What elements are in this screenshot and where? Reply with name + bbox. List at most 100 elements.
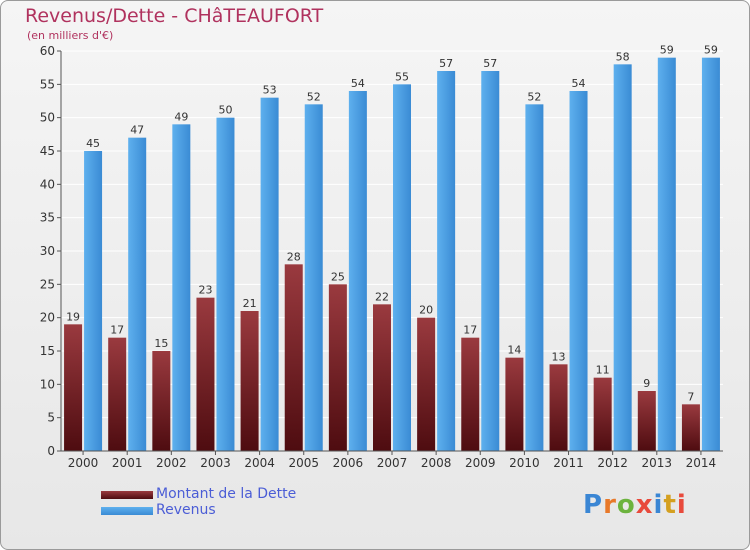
bar-revenue: [84, 151, 103, 451]
x-tick-label: 2009: [465, 456, 496, 470]
bar-debt: [196, 297, 215, 451]
y-tick-label: 20: [40, 311, 55, 325]
bar-debt: [681, 404, 700, 451]
y-tick-label: 55: [40, 77, 55, 91]
x-tick-label: 2008: [421, 456, 452, 470]
x-tick-label: 2001: [112, 456, 143, 470]
bar-debt: [284, 264, 303, 451]
bar-revenue: [393, 84, 411, 451]
bar-debt: [64, 324, 83, 451]
data-label-revenue: 52: [307, 90, 321, 103]
x-tick-label: 2010: [509, 456, 540, 470]
y-tick-label: 15: [40, 344, 55, 358]
bar-revenue: [216, 117, 235, 452]
bar-debt: [240, 311, 259, 451]
data-label-revenue: 59: [704, 44, 718, 57]
data-label-revenue: 54: [572, 77, 586, 90]
x-tick-label: 2007: [377, 456, 408, 470]
bar-revenue: [260, 97, 279, 452]
bar-revenue: [657, 57, 676, 452]
x-tick-label: 2004: [244, 456, 275, 470]
data-label-revenue: 49: [174, 110, 188, 123]
bar-revenue: [304, 104, 323, 451]
data-label-debt: 28: [287, 250, 301, 263]
y-tick-label: 50: [40, 111, 55, 125]
bar-revenue: [128, 137, 147, 451]
bar-revenue: [172, 124, 191, 451]
data-label-debt: 13: [552, 350, 566, 363]
data-label-debt: 22: [375, 290, 389, 303]
logo-letter: P: [583, 490, 604, 520]
x-tick-label: 2012: [597, 456, 628, 470]
bar-revenue: [348, 91, 367, 451]
data-label-revenue: 59: [660, 44, 674, 57]
data-label-debt: 21: [243, 297, 257, 310]
x-tick-label: 2000: [68, 456, 99, 470]
data-label-revenue: 54: [351, 77, 365, 90]
bar-debt: [549, 364, 568, 451]
data-label-revenue: 57: [483, 57, 497, 70]
data-label-debt: 25: [331, 270, 345, 283]
data-label-revenue: 55: [395, 70, 409, 83]
x-tick-label: 2014: [686, 456, 717, 470]
logo-letter: r: [603, 490, 617, 520]
chart-title: Revenus/Dette - CHâTEAUFORT: [25, 5, 324, 27]
y-tick-label: 25: [40, 277, 55, 291]
y-tick-label: 10: [40, 377, 55, 391]
data-label-debt: 14: [507, 344, 521, 357]
data-label-debt: 17: [463, 324, 477, 337]
data-label-revenue: 52: [527, 90, 541, 103]
y-tick-label: 40: [40, 177, 55, 191]
bar-revenue: [613, 64, 632, 452]
data-label-revenue: 58: [616, 50, 630, 63]
x-tick-label: 2002: [156, 456, 187, 470]
data-label-revenue: 53: [263, 84, 277, 97]
data-label-debt: 9: [643, 377, 650, 390]
logo-letter: o: [616, 490, 636, 520]
x-tick-label: 2006: [333, 456, 364, 470]
bar-debt: [328, 284, 347, 451]
bar-revenue: [701, 57, 720, 452]
proxiti-logo: Proxiti: [583, 490, 687, 520]
data-label-revenue: 47: [130, 124, 144, 137]
legend-label-debt: Montant de la Dette: [156, 486, 297, 502]
y-tick-label: 60: [40, 44, 55, 58]
bar-debt: [152, 351, 171, 451]
data-label-debt: 17: [110, 324, 124, 337]
logo-letter: t: [663, 490, 677, 520]
bar-debt: [373, 304, 391, 451]
data-label-revenue: 57: [439, 57, 453, 70]
x-tick-label: 2003: [200, 456, 231, 470]
bar-debt: [108, 337, 127, 451]
legend-swatch-debt: [101, 491, 153, 499]
bar-debt: [593, 377, 612, 451]
legend-label-revenue: Revenus: [156, 502, 216, 518]
x-tick-label: 2013: [642, 456, 673, 470]
x-tick-label: 2011: [553, 456, 584, 470]
y-tick-label: 45: [40, 144, 55, 158]
data-label-debt: 11: [596, 364, 610, 377]
y-tick-label: 35: [40, 211, 55, 225]
y-tick-label: 0: [47, 444, 55, 458]
y-tick-label: 5: [47, 411, 55, 425]
bar-debt: [417, 317, 436, 451]
bar-revenue: [525, 104, 544, 451]
bar-revenue: [481, 71, 500, 451]
data-label-debt: 20: [419, 304, 433, 317]
data-label-debt: 23: [198, 284, 212, 297]
logo-letter: i: [653, 490, 664, 520]
data-label-debt: 19: [66, 310, 80, 323]
logo-letter: x: [635, 490, 654, 520]
bar-debt: [637, 391, 656, 451]
chart-subtitle: (en milliers d'€): [27, 29, 114, 42]
y-tick-label: 30: [40, 244, 55, 258]
data-label-debt: 15: [154, 337, 168, 350]
bar-revenue: [569, 91, 588, 451]
bar-revenue: [437, 71, 456, 451]
data-label-revenue: 50: [218, 104, 232, 117]
bar-debt: [461, 337, 480, 451]
data-label-debt: 7: [687, 390, 694, 403]
x-tick-label: 2005: [288, 456, 319, 470]
